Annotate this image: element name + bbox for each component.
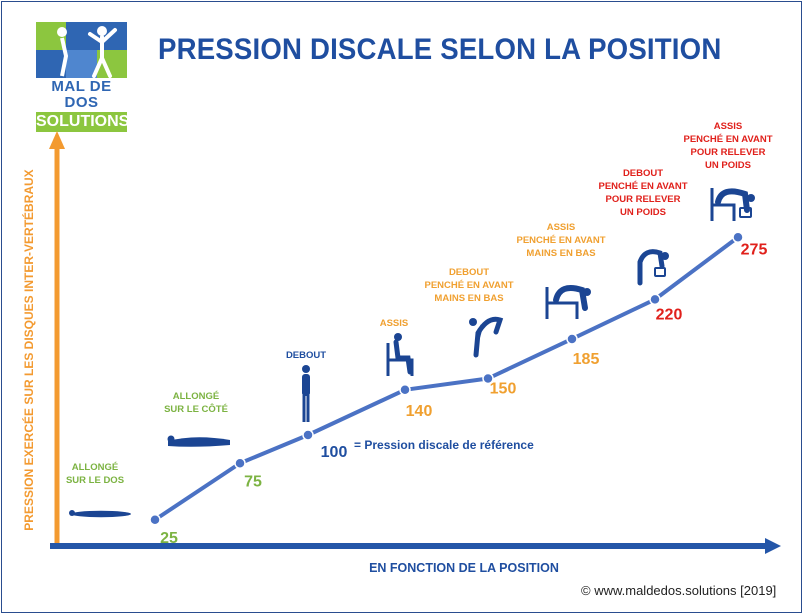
category-label: DEBOUT (286, 350, 326, 361)
category-label-line: MAINS EN BAS (434, 293, 503, 304)
category-label-line: ASSIS (714, 121, 743, 132)
category-label-line: ASSIS (547, 222, 576, 233)
value-label: 25 (160, 530, 178, 547)
category-label: ALLONGÉ SUR LE CÔTÉ (164, 391, 228, 415)
data-point (149, 514, 161, 526)
footer-credit: © www.maldedos.solutions [2019] (581, 583, 777, 598)
category-label-line: PENCHÉ EN AVANT (683, 134, 772, 145)
x-axis-label: EN FONCTION DE LA POSITION (369, 561, 559, 575)
sitting-lifting-icon (710, 188, 755, 221)
category-label-line: ASSIS (380, 318, 409, 329)
category-label-line: SUR LE CÔTÉ (164, 403, 228, 415)
category-label-line: ALLONGÉ (72, 462, 118, 473)
reference-note: = Pression discale de référence (354, 438, 534, 452)
category-label-line: MAINS EN BAS (526, 248, 595, 259)
category-label-line: POUR RELEVER (606, 194, 681, 205)
x-axis-arrow (765, 538, 781, 554)
logo-emblem (36, 22, 127, 78)
standing-icon (302, 365, 310, 422)
category-label-line: DEBOUT (449, 267, 489, 278)
standing-lifting-icon (637, 249, 669, 286)
sitting-icon (386, 333, 414, 376)
value-label: 100 (321, 444, 348, 461)
category-label-line: UN POIDS (705, 160, 751, 171)
category-label-line: PENCHÉ EN AVANT (516, 235, 605, 246)
chart-series (149, 231, 744, 526)
category-label-line: DEBOUT (623, 168, 663, 179)
category-label: DEBOUT PENCHÉ EN AVANT MAINS EN BAS (424, 267, 513, 304)
data-point (649, 293, 661, 306)
posture-icons (69, 188, 755, 518)
value-label: 275 (741, 241, 768, 258)
standing-bent-icon (469, 316, 504, 358)
category-label: DEBOUT PENCHÉ EN AVANT POUR RELEVER UN POID… (598, 168, 687, 218)
lying-side-icon (167, 435, 230, 447)
category-label-line: ALLONGÉ (173, 391, 219, 402)
category-label-line: PENCHÉ EN AVANT (598, 181, 687, 192)
lying-back-icon (69, 510, 131, 518)
category-label: ALLONGÉ SUR LE DOS (66, 462, 124, 486)
category-label-line: DEBOUT (286, 350, 326, 361)
y-axis-label: PRESSION EXERCÉE SUR LES DISQUES INTER-V… (21, 169, 36, 530)
value-label: 75 (244, 473, 262, 490)
chart-labels: 25 75 100 140 150 185 220 275 = Pression discale… (66, 121, 773, 547)
category-label-line: SUR LE DOS (66, 475, 124, 486)
data-point (399, 384, 411, 396)
category-label-line: PENCHÉ EN AVANT (424, 280, 513, 291)
value-label: 140 (406, 403, 433, 420)
category-label-line: POUR RELEVER (691, 147, 766, 158)
data-point (234, 457, 246, 469)
data-point (732, 231, 744, 243)
logo-name: MAL DE DOS (51, 78, 112, 111)
y-axis-arrow (49, 131, 65, 149)
logo-figure-icon (36, 22, 127, 78)
data-point (302, 429, 314, 441)
chart-axes: EN FONCTION DE LA POSITION PRESSION EXER… (21, 131, 781, 575)
sitting-bent-icon (545, 285, 591, 319)
logo-subtitle: SOLUTIONS (36, 112, 130, 132)
category-label: ASSIS PENCHÉ EN AVANT MAINS EN BAS (516, 222, 605, 259)
data-point (566, 333, 578, 345)
series-line (153, 235, 740, 522)
category-label: ASSIS (380, 318, 409, 329)
value-label: 220 (656, 306, 683, 323)
category-label-line: UN POIDS (620, 207, 666, 218)
value-label: 150 (490, 381, 517, 398)
logo: MAL DE DOS SOLUTIONS (36, 22, 130, 132)
value-label: 185 (573, 351, 600, 368)
page-title: PRESSION DISCALE SELON LA POSITION (158, 33, 722, 66)
category-label: ASSIS PENCHÉ EN AVANT POUR RELEVER UN POIDS (683, 121, 772, 171)
data-point (482, 372, 494, 385)
